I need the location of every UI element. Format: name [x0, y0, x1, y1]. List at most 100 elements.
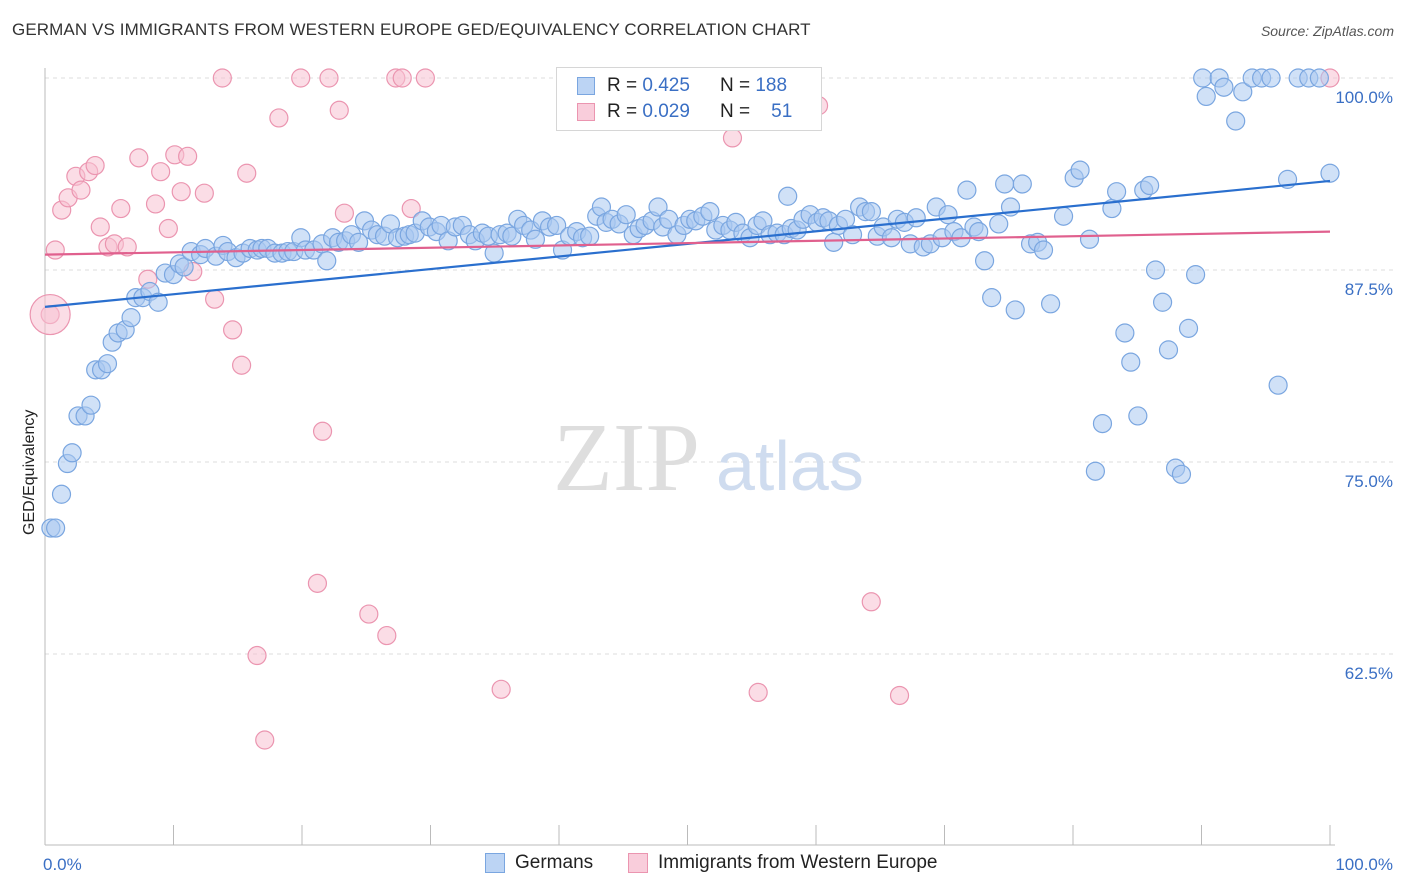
germans-point	[317, 251, 337, 271]
germans-point	[969, 222, 989, 242]
germans-point	[1320, 163, 1340, 183]
y-tick-label: 62.5%	[1345, 664, 1393, 683]
immigrants-point	[491, 679, 511, 699]
germans-point	[1171, 464, 1192, 484]
immigrants-point	[377, 625, 397, 646]
germans-point	[974, 251, 995, 271]
germans-point	[121, 308, 141, 328]
immigrants-point	[194, 183, 214, 203]
germans-point	[1079, 229, 1100, 249]
y-tick-label: 87.5%	[1345, 280, 1393, 299]
germans-point	[1140, 175, 1160, 196]
series-name-immigrants: Immigrants from Western Europe	[658, 852, 938, 873]
germans-point	[46, 518, 66, 538]
germans-point	[1070, 160, 1090, 180]
germans-point	[1115, 323, 1135, 343]
germans-point	[824, 232, 844, 252]
series-legend-immigrants: Immigrants from Western Europe	[628, 852, 937, 874]
immigrants-point	[158, 218, 178, 239]
immigrants-point	[178, 146, 198, 166]
germans-point	[1193, 68, 1213, 88]
immigrants-point	[90, 217, 110, 237]
germans-point	[348, 232, 369, 252]
immigrants-point	[223, 320, 243, 340]
series-name-germans: Germans	[515, 852, 594, 873]
immigrants-point	[889, 685, 910, 706]
germans-point	[616, 205, 636, 225]
germans-point	[1012, 174, 1032, 194]
immigrants-point	[401, 198, 421, 219]
immigrants-point	[319, 68, 339, 88]
immigrants-point	[85, 155, 105, 176]
legend-r-value-germans: 0.425	[642, 75, 690, 96]
germans-point	[778, 186, 798, 206]
immigrants-point	[247, 645, 267, 666]
legend-swatch-immigrants	[577, 102, 595, 121]
immigrants-point	[392, 68, 412, 88]
germans-point	[906, 208, 926, 228]
germans-point	[861, 202, 882, 222]
immigrants-point	[329, 100, 349, 120]
immigrants-point	[145, 194, 166, 214]
immigrants-point	[71, 180, 91, 200]
legend-row-germans: R = 0.425 N = 188	[577, 75, 787, 101]
immigrants-point	[232, 355, 252, 375]
y-tick-labels: 100.0% 87.5% 75.0% 62.5%	[1335, 88, 1393, 683]
watermark: ZIP atlas	[553, 404, 864, 512]
watermark-zip: ZIP	[553, 404, 700, 512]
legend-r-label: R =	[607, 75, 638, 96]
germans-point	[1152, 292, 1173, 312]
series-legend: Germans Immigrants from Western Europe	[0, 852, 1406, 878]
legend-swatch-germans	[577, 76, 595, 95]
germans-point	[525, 229, 546, 249]
germans-point	[1233, 82, 1253, 102]
germans-point	[1005, 300, 1025, 320]
stats-legend: R = 0.425 N = 188 R = 0.029 N = 51	[556, 67, 822, 131]
series-swatch-immigrants	[628, 852, 648, 873]
germans-point	[995, 174, 1015, 194]
immigrants-points	[29, 68, 1340, 750]
legend-n-label: N =	[719, 101, 751, 122]
immigrants-trend-line	[44, 230, 1331, 256]
germans-point	[1196, 86, 1216, 107]
x-tick-label: 100.0%	[1335, 855, 1393, 874]
germans-point	[700, 202, 720, 222]
immigrants-point	[415, 68, 435, 88]
x-tick-labels: 0.0% 100.0%	[43, 855, 1393, 874]
germans-point	[97, 354, 118, 374]
series-swatch-germans	[485, 852, 505, 873]
germans-point	[1261, 68, 1281, 88]
germans-point	[1158, 340, 1179, 360]
germans-point	[148, 292, 168, 312]
immigrants-point	[359, 604, 379, 624]
chart-title: GERMAN VS IMMIGRANTS FROM WESTERN EUROPE…	[12, 20, 811, 39]
legend-n-value-germans: 188	[755, 75, 788, 96]
legend-r-label: R =	[607, 101, 638, 122]
germans-point	[648, 197, 668, 217]
germans-point	[1033, 240, 1054, 260]
germans-point	[989, 214, 1009, 234]
immigrants-point	[722, 128, 743, 148]
germans-point	[1107, 182, 1127, 202]
germans-point	[1178, 318, 1199, 338]
immigrants-point	[212, 68, 232, 88]
germans-point	[1053, 206, 1074, 226]
germans-point	[1128, 406, 1148, 426]
immigrants-point	[171, 182, 191, 202]
immigrants-point	[45, 240, 65, 260]
germans-point	[51, 484, 72, 504]
germans-point	[938, 205, 958, 225]
germans-point	[1186, 265, 1206, 285]
immigrants-point	[151, 162, 171, 182]
legend-r-value-immigrants: 0.029	[642, 101, 690, 122]
immigrants-point	[861, 592, 881, 612]
immigrants-point	[269, 108, 289, 128]
germans-point	[81, 395, 101, 415]
immigrants-point	[291, 68, 311, 88]
trend-lines	[44, 179, 1331, 308]
germans-point	[62, 443, 82, 463]
legend-n-value-immigrants: 51	[771, 101, 793, 122]
y-tick-label: 75.0%	[1345, 472, 1393, 491]
x-tick-label: 0.0%	[43, 855, 82, 874]
